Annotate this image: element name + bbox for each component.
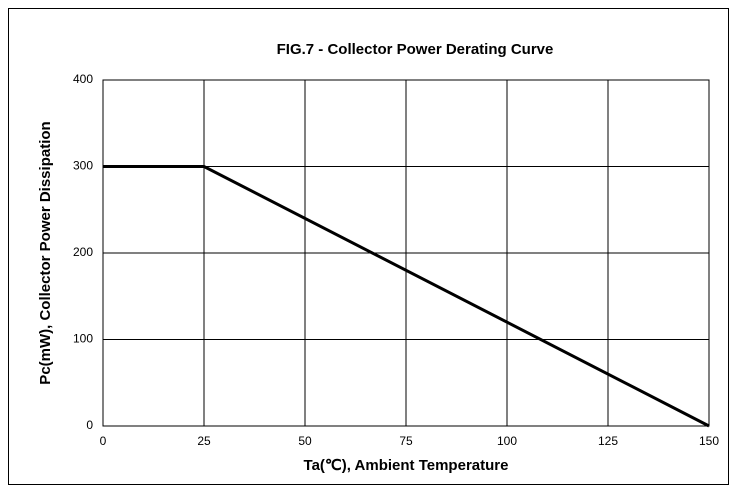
x-tick-label: 25 <box>197 434 211 448</box>
x-tick-label: 75 <box>399 434 413 448</box>
chart-title: FIG.7 - Collector Power Derating Curve <box>277 41 554 58</box>
x-tick-label: 125 <box>598 434 618 448</box>
y-tick-label: 400 <box>73 72 93 86</box>
x-tick-label: 100 <box>497 434 517 448</box>
x-axis-label: Ta(℃), Ambient Temperature <box>304 457 509 474</box>
data-line <box>103 165 710 428</box>
x-tick-label: 50 <box>298 434 312 448</box>
y-tick-label: 100 <box>73 332 93 346</box>
y-axis-label: Pc(mW), Collector Power Dissipation <box>37 121 54 384</box>
x-tick-label: 150 <box>699 434 719 448</box>
y-tick-label: 200 <box>73 245 93 259</box>
x-tick-label: 0 <box>100 434 107 448</box>
y-tick-label: 0 <box>86 418 93 432</box>
y-tick-label: 300 <box>73 159 93 173</box>
